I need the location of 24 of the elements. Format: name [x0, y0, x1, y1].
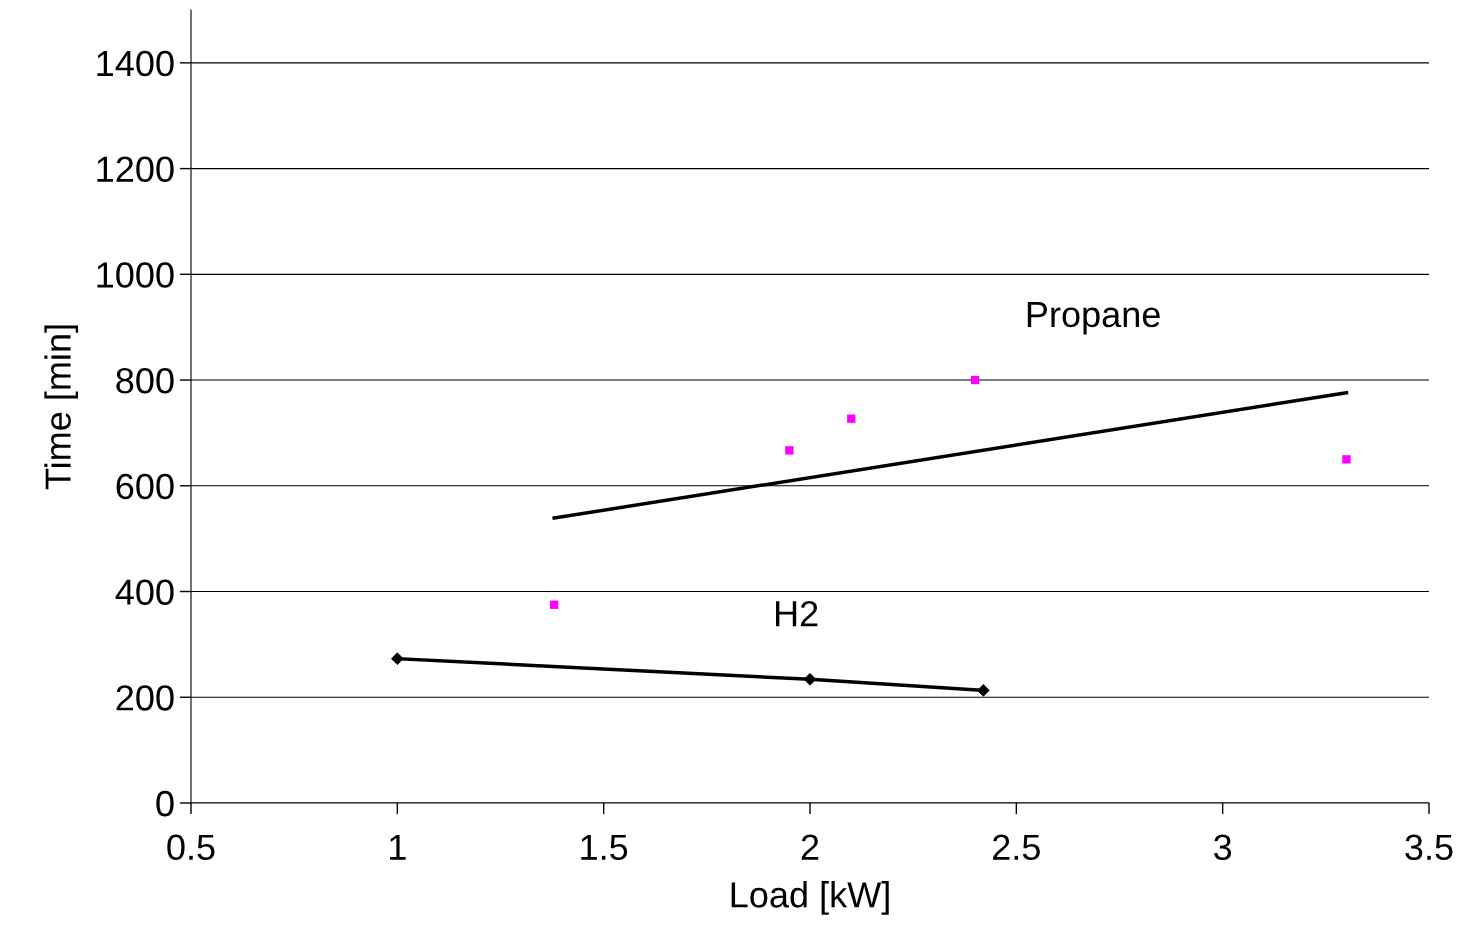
point [970, 375, 980, 385]
y-tick-label: 400 [115, 579, 174, 605]
series-label: Propane [1027, 302, 1160, 335]
y-tick-label: 800 [116, 367, 174, 394]
y-tick-label: 600 [116, 473, 174, 500]
y-tick-label: 1200 [97, 156, 174, 183]
y-tick-label: 1400 [97, 50, 174, 77]
x-tick-label: 2.5 [993, 834, 1040, 861]
y-tick-label: 0 [156, 790, 174, 817]
x-tick-label: 0.5 [167, 834, 215, 861]
series-label: H2 [775, 600, 818, 627]
x-tick-label: 3.5 [1405, 834, 1453, 861]
x-tick-label: 2 [801, 834, 819, 860]
x-tick-label: 1.5 [581, 834, 628, 861]
y-axis-title: Time [min] [44, 325, 79, 490]
y-tick-label: 200 [116, 685, 174, 711]
y-tick-label: 1000 [97, 262, 174, 288]
point [1342, 455, 1351, 464]
point [847, 414, 856, 423]
x-tick-label: 3 [1214, 834, 1232, 861]
x-axis-title: Load [kW] [731, 881, 889, 915]
x-tick-label: 1 [390, 834, 406, 860]
point [549, 600, 559, 609]
point [785, 446, 794, 455]
